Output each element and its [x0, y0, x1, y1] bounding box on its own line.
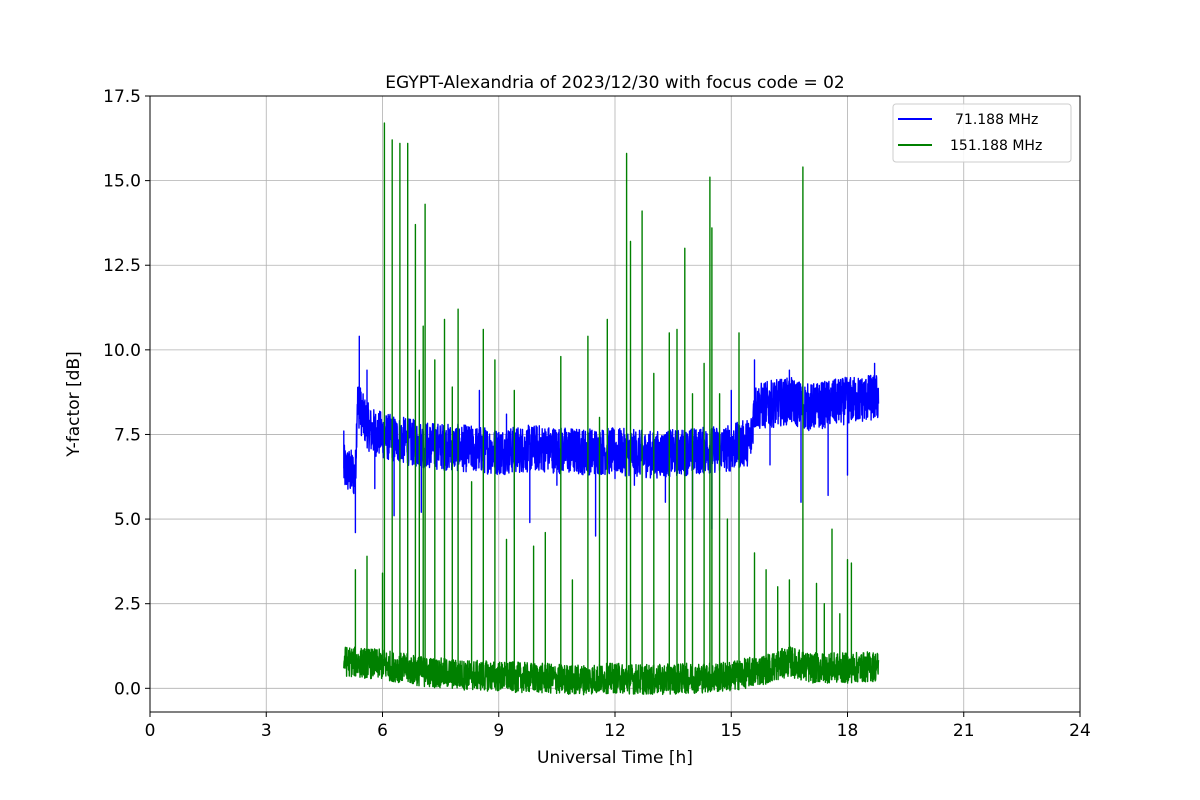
series-line-2 — [343, 122, 880, 696]
y-tick-label: 12.5 — [103, 256, 141, 276]
y-tick-label: 2.5 — [114, 595, 141, 615]
y-tick-label: 15.0 — [103, 172, 141, 192]
x-tick-label: 12 — [604, 721, 626, 741]
x-tick-label: 15 — [720, 721, 742, 741]
x-axis-label: Universal Time [h] — [537, 748, 693, 768]
chart-title: EGYPT-Alexandria of 2023/12/30 with focu… — [385, 73, 844, 93]
x-tick-label: 18 — [837, 721, 859, 741]
x-tick-label: 9 — [493, 721, 504, 741]
y-axis-label: Y-factor [dB] — [64, 351, 84, 457]
y-tick-label: 0.0 — [114, 679, 141, 699]
x-tick-label: 24 — [1069, 721, 1091, 741]
y-tick-label: 7.5 — [114, 425, 141, 445]
legend-box — [892, 103, 1072, 163]
y-tick-label: 5.0 — [114, 510, 141, 530]
x-tick-label: 0 — [145, 721, 156, 741]
legend-entry-series-1: 71.188 MHz — [955, 112, 1038, 128]
legend: 71.188 MHz 151.188 MHz — [892, 103, 1072, 163]
series-layer — [343, 122, 880, 696]
legend-entry-series-2: 151.188 MHz — [950, 138, 1042, 154]
x-tick-label: 6 — [377, 721, 388, 741]
ticks: 0 3 6 9 12 15 18 21 24 0.0 2.5 5.0 7.5 10.0 12.5 15.0 17… — [103, 87, 1091, 741]
y-tick-label: 17.5 — [103, 87, 141, 107]
y-tick-label: 10.0 — [103, 341, 141, 361]
x-tick-label: 3 — [261, 721, 272, 741]
series-line-1 — [343, 335, 880, 537]
x-tick-label: 21 — [953, 721, 975, 741]
